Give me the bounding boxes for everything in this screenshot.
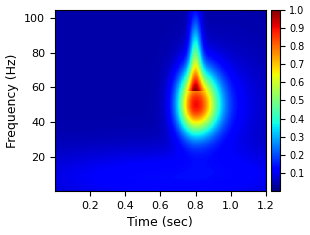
X-axis label: Time (sec): Time (sec) (127, 216, 193, 229)
Y-axis label: Frequency (Hz): Frequency (Hz) (6, 53, 19, 148)
